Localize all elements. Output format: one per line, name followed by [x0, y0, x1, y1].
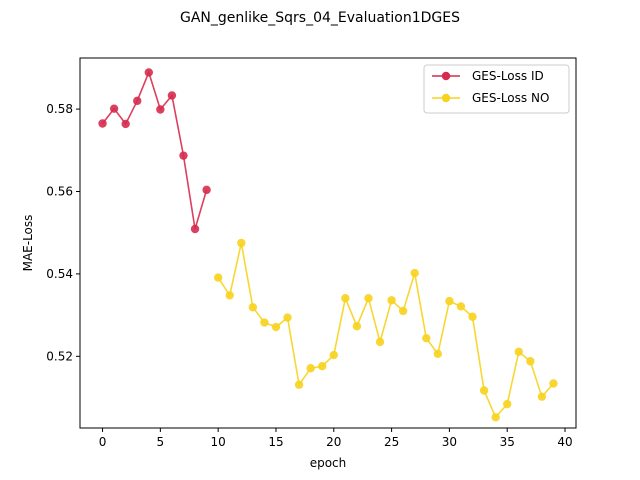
y-tick-label: 0.54 — [46, 267, 73, 281]
data-point — [445, 296, 454, 306]
data-point — [271, 322, 281, 332]
x-tick-label: 30 — [442, 435, 457, 449]
data-point — [248, 303, 258, 312]
data-point — [98, 119, 107, 128]
x-tick-label: 25 — [384, 435, 399, 449]
y-axis: 0.52 0.54 0.56 0.58 — [46, 102, 80, 363]
data-point — [491, 413, 500, 422]
legend-entry-label: GES-Loss ID — [472, 69, 544, 83]
data-point — [387, 296, 396, 305]
plot-frame — [79, 57, 577, 429]
series-line-1 — [101, 70, 208, 230]
y-tick-label: 0.52 — [46, 349, 73, 363]
x-tick-label: 0 — [99, 435, 107, 449]
x-tick-label: 15 — [268, 435, 283, 449]
x-axis: 0 5 10 15 20 25 30 35 40 — [99, 428, 573, 449]
data-point — [144, 68, 153, 77]
data-point — [306, 364, 315, 373]
data-point — [133, 96, 142, 106]
data-point — [202, 185, 211, 195]
y-tick-label: 0.56 — [46, 184, 73, 198]
x-tick-label: 35 — [500, 435, 515, 449]
data-point — [503, 399, 512, 409]
data-point — [352, 322, 362, 331]
data-point — [479, 386, 489, 395]
data-point — [514, 347, 523, 356]
legend-box — [423, 64, 570, 114]
data-point — [190, 224, 200, 234]
x-tick-label: 10 — [211, 435, 226, 449]
data-point — [213, 273, 223, 282]
x-tick-label: 20 — [326, 435, 341, 449]
data-point — [398, 306, 408, 316]
x-tick-label: 40 — [557, 435, 572, 449]
data-point — [318, 361, 327, 371]
data-point — [468, 312, 477, 321]
data-point — [121, 119, 130, 129]
data-point — [526, 357, 535, 366]
data-point — [364, 294, 373, 303]
legend: GES-Loss ID GES-Loss NO — [423, 64, 570, 114]
data-point — [179, 151, 188, 160]
data-point — [329, 350, 338, 360]
data-point — [260, 318, 269, 327]
legend-entry-label: GES-Loss NO — [472, 91, 549, 105]
data-point — [156, 105, 165, 114]
plot-area — [98, 68, 558, 422]
data-point — [410, 268, 419, 278]
data-point — [341, 294, 350, 303]
data-point — [167, 91, 177, 100]
data-point — [237, 238, 246, 248]
data-point — [109, 104, 119, 113]
data-point — [549, 379, 558, 388]
data-point — [225, 291, 234, 300]
x-tick-label: 5 — [157, 435, 165, 449]
x-axis-label: epoch — [310, 456, 347, 470]
data-point — [433, 349, 443, 359]
data-point — [422, 333, 431, 343]
data-point — [456, 302, 466, 311]
chart-title: GAN_genlike_Sqrs_04_Evaluation1DGES — [180, 10, 460, 26]
legend-marker — [441, 71, 451, 81]
y-axis-label: MAE-Loss — [21, 215, 35, 272]
data-point — [375, 337, 385, 347]
legend-marker — [441, 93, 451, 103]
y-tick-label: 0.58 — [46, 102, 73, 116]
data-point — [294, 380, 304, 389]
series-line-2 — [217, 242, 555, 419]
data-point — [283, 313, 292, 322]
data-point — [537, 392, 547, 401]
